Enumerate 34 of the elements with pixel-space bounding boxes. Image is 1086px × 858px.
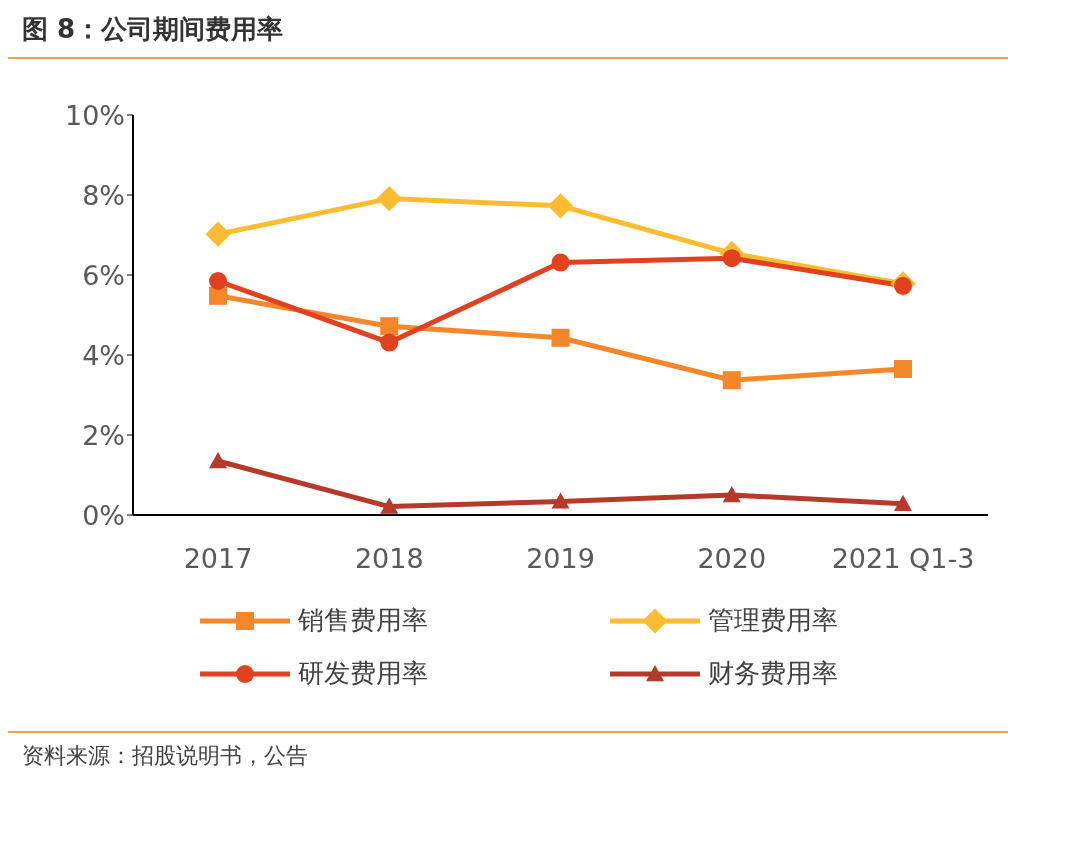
x-tick-label: 2020 bbox=[697, 543, 767, 575]
point bbox=[551, 492, 570, 509]
point bbox=[376, 186, 402, 212]
point bbox=[209, 452, 227, 469]
y-tick-label: 2% bbox=[82, 419, 125, 451]
legend-label: 销售费用率 bbox=[298, 604, 428, 637]
point bbox=[547, 193, 574, 219]
legend-label: 财务费用率 bbox=[708, 657, 838, 690]
point bbox=[551, 253, 570, 272]
x-tick-label: 2019 bbox=[526, 543, 595, 575]
point bbox=[722, 486, 741, 503]
point bbox=[894, 360, 912, 378]
point bbox=[380, 497, 399, 514]
legend-label: 研发费用率 bbox=[298, 657, 428, 690]
y-tick-label: 10% bbox=[64, 99, 125, 131]
y-tick-label: 6% bbox=[82, 259, 125, 291]
point bbox=[380, 317, 399, 336]
point bbox=[209, 286, 227, 305]
y-tick-label: 4% bbox=[82, 339, 125, 371]
point bbox=[205, 221, 231, 247]
y-tick-label: 0% bbox=[82, 499, 125, 531]
legend-label: 管理费用率 bbox=[708, 604, 838, 637]
x-tick-label: 2021 Q1-3 bbox=[831, 543, 975, 575]
x-tick-label: 2018 bbox=[354, 543, 424, 575]
y-tick-label: 8% bbox=[82, 179, 125, 211]
point bbox=[722, 249, 741, 268]
point bbox=[722, 371, 741, 390]
point bbox=[894, 494, 912, 511]
point bbox=[380, 333, 399, 352]
chart-title: 图 8：公司期间费用率 bbox=[21, 13, 285, 46]
x-tick-label: 2017 bbox=[183, 543, 253, 575]
point bbox=[551, 328, 570, 347]
text: 资料来源：招股说明书，公告 bbox=[21, 742, 309, 770]
point bbox=[209, 272, 227, 290]
